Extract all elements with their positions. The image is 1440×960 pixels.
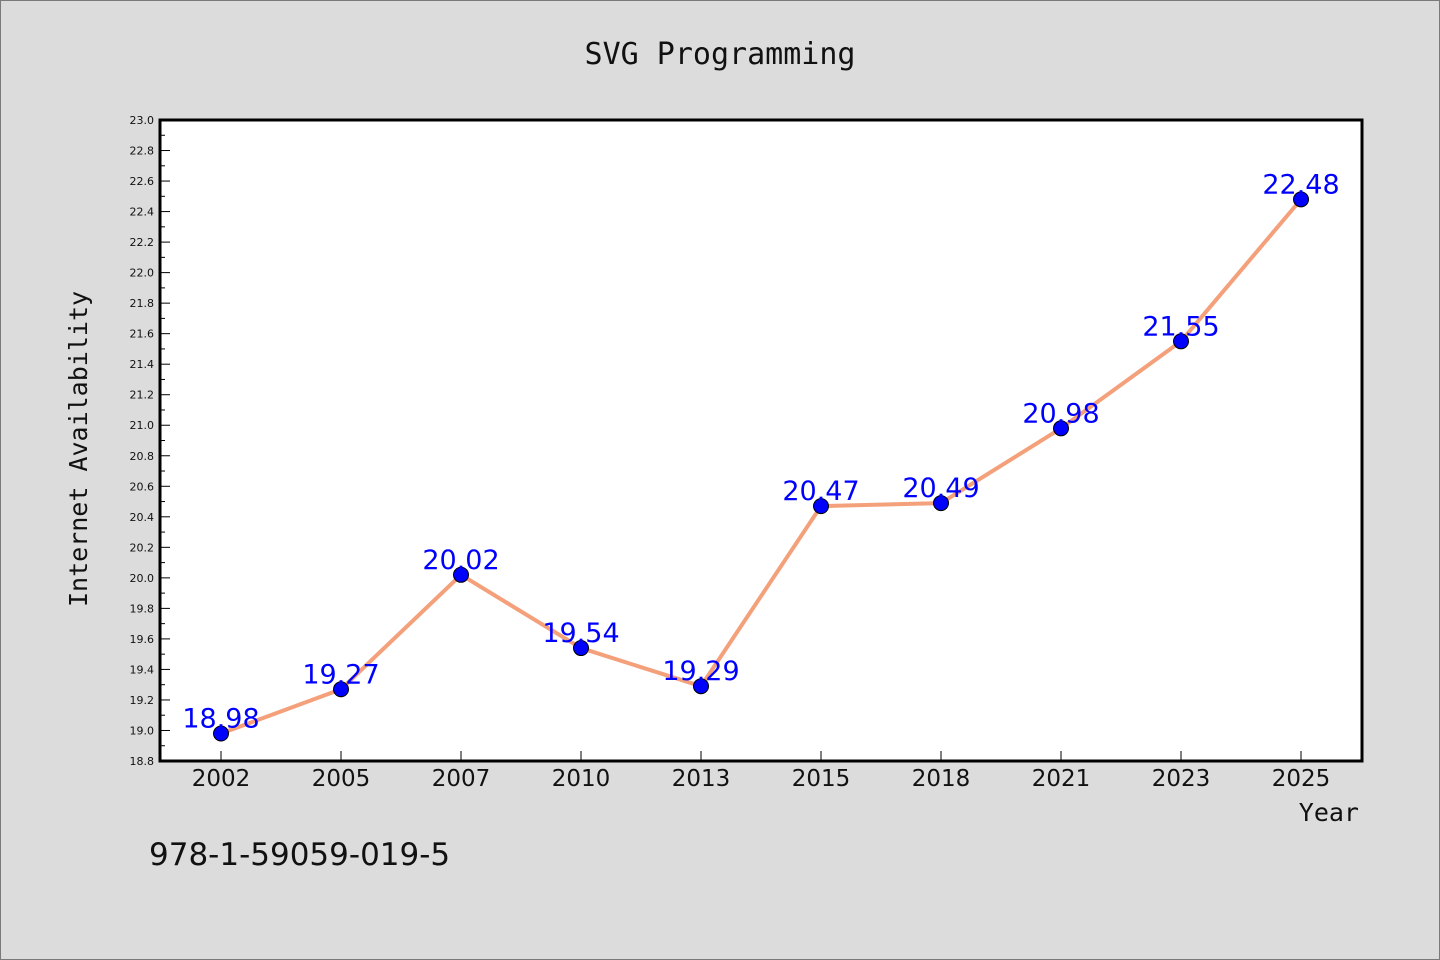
y-tick-label: 19.6 [130,633,155,646]
y-tick-label: 22.8 [130,145,155,158]
y-tick-label: 22.6 [130,175,155,188]
x-tick-label: 2015 [792,766,851,792]
chart-title: SVG Programming [585,37,856,72]
x-axis: 2002 2005 2007 2010 2013 2015 2018 2021 2023 2025 [192,751,1331,792]
x-tick-label: 2007 [432,766,491,792]
y-tick-label: 20.4 [130,511,155,524]
data-point [1053,420,1069,437]
data-point [333,681,349,698]
plot-area [158,118,1364,763]
data-series: 18.98 19.27 20.02 19.54 19.29 20.47 20.49 20.98… [182,169,1340,742]
x-tick-label: 2002 [192,766,251,792]
y-tick-label: 21.4 [130,358,155,371]
data-label: 20.98 [1022,398,1099,429]
y-tick-label: 18.8 [130,755,155,768]
y-tick-label: 21.6 [130,328,155,341]
x-axis-label: Year [1299,798,1359,827]
footer-isbn: 978-1-59059-019-5 [149,837,450,873]
data-point [813,498,829,515]
y-tick-label: 22.4 [130,206,155,219]
data-label: 20.49 [902,473,979,504]
y-tick-label: 22.0 [130,267,155,280]
y-tick-label: 23.0 [130,114,155,127]
data-point [693,678,709,695]
data-point [1293,191,1309,208]
series-line [220,198,1303,736]
x-tick-label: 2010 [552,766,611,792]
data-point [213,725,229,742]
x-tick-label: 2005 [312,766,371,792]
data-label: 19.29 [662,656,739,687]
data-point [933,495,949,512]
y-tick-label: 22.2 [130,236,155,249]
y-tick-label: 20.0 [130,572,155,585]
data-label: 18.98 [182,704,259,735]
data-label: 19.27 [302,659,379,690]
y-tick-label: 20.6 [130,480,155,493]
data-label: 20.47 [782,476,859,507]
y-tick-label: 19.4 [130,663,155,676]
data-point [453,566,469,583]
x-tick-label: 2023 [1152,766,1211,792]
data-point [573,640,589,657]
x-tick-label: 2021 [1032,766,1091,792]
x-tick-label: 2018 [912,766,971,792]
y-tick-label: 21.8 [130,297,155,310]
y-tick-label: 20.2 [130,541,155,554]
y-tick-label: 21.2 [130,389,155,402]
y-tick-label: 20.8 [130,450,155,463]
x-tick-label: 2013 [672,766,731,792]
data-label: 19.54 [542,618,619,649]
data-label: 21.55 [1142,311,1219,342]
y-tick-label: 19.2 [130,694,155,707]
y-axis: 18.8 19.0 19.2 19.4 19.6 19.8 20.0 20.2 20.4 20.6… [130,114,170,768]
data-label: 20.02 [422,545,499,576]
x-tick-label: 2025 [1272,766,1331,792]
data-label: 22.48 [1262,169,1339,200]
y-axis-label: Internet Availability [64,291,93,607]
data-point [1173,333,1189,350]
y-tick-label: 19.0 [130,724,155,737]
y-tick-label: 21.0 [130,419,155,432]
y-tick-label: 19.8 [130,602,155,615]
